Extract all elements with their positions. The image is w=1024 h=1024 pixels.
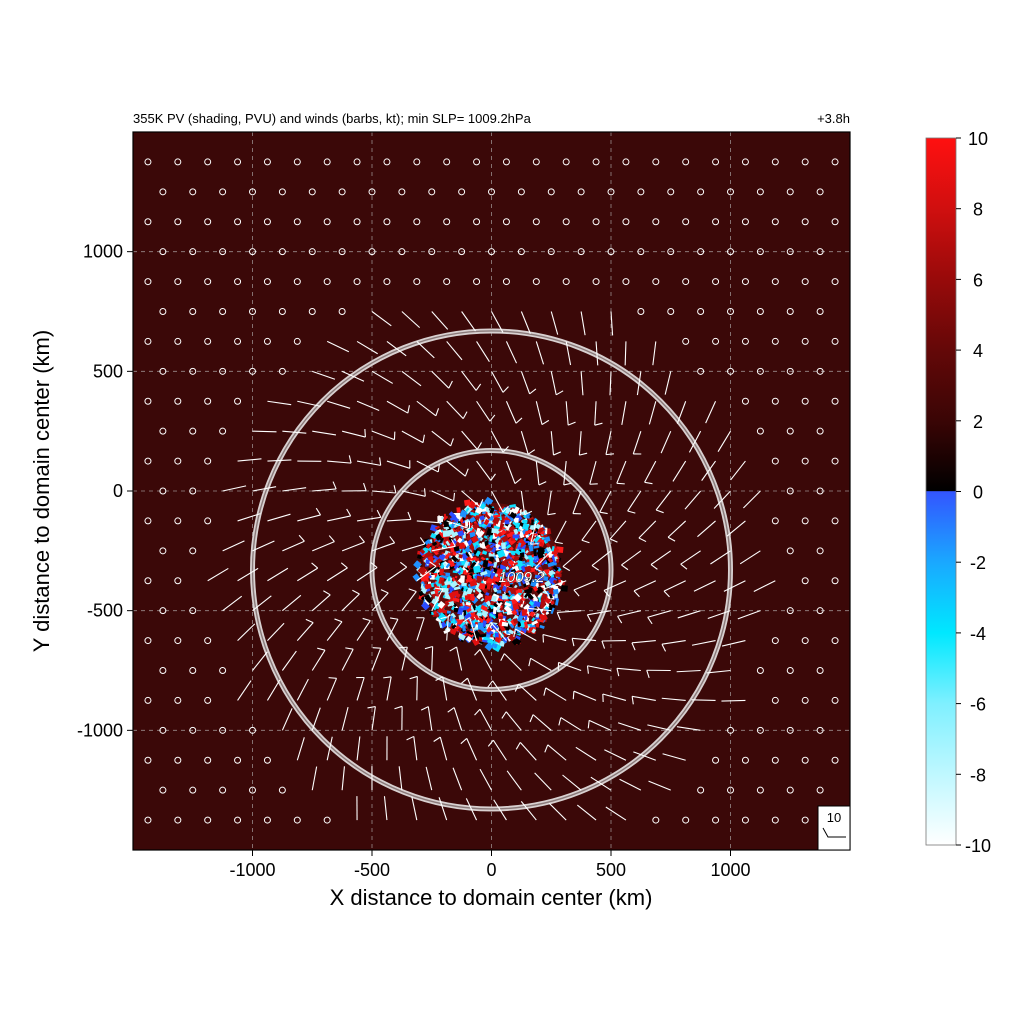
colorbar-tick-label-5: 0 [973, 483, 983, 503]
x-tick-label-0: -1000 [229, 860, 275, 880]
y-tick-label-2: 0 [113, 481, 123, 501]
x-tick-label-4: 1000 [710, 860, 750, 880]
reference-vector-label: 10 [827, 810, 841, 825]
y-tick-label-3: 500 [93, 361, 123, 381]
reference-vector-box: 10 [817, 805, 851, 851]
wind-barbs [144, 158, 839, 824]
x-tick-label-1: -500 [354, 860, 390, 880]
y-axis-label: Y distance to domain center (km) [29, 330, 54, 652]
colorbar-tick-label-6: -2 [970, 553, 986, 573]
x-axis-ticks: -1000 -500 0 500 1000 [229, 850, 751, 880]
colorbar [925, 137, 957, 846]
radius-rings [250, 328, 733, 812]
colorbar-tick-label-3: 4 [973, 341, 983, 361]
colorbar-tick-label-7: -4 [970, 624, 986, 644]
reference-vector-barb [822, 827, 846, 838]
colorbar-tick-label-1: 8 [973, 200, 983, 220]
colorbar-ticks: 10 8 6 4 2 0 -2 -4 -6 -8 -10 [956, 129, 991, 856]
chart-title: 355K PV (shading, PVU) and winds (barbs,… [133, 111, 532, 126]
min-slp-label: 1009.2 [499, 569, 546, 586]
colorbar-tick-label-8: -6 [970, 695, 986, 715]
y-tick-label-1: -500 [87, 601, 123, 621]
x-axis-label: X distance to domain center (km) [330, 885, 653, 910]
y-tick-label-4: 1000 [83, 242, 123, 262]
colorbar-tick-label-0: 10 [968, 129, 988, 149]
x-tick-label-3: 500 [596, 860, 626, 880]
colorbar-tick-label-10: -10 [965, 836, 991, 856]
y-axis-ticks: -1000 -500 0 500 1000 [77, 242, 133, 740]
x-tick-label-2: 0 [486, 860, 496, 880]
colorbar-tick-label-4: 2 [973, 412, 983, 432]
y-tick-label-0: -1000 [77, 720, 123, 740]
colorbar-tick-label-9: -8 [970, 765, 986, 785]
pv-anomaly-region [412, 496, 568, 653]
colorbar-tick-label-2: 6 [973, 270, 983, 290]
forecast-hour-label: +3.8h [817, 111, 850, 126]
